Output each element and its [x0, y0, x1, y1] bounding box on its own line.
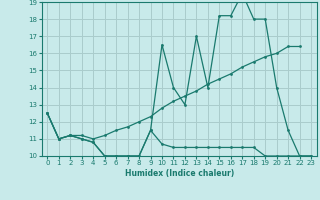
X-axis label: Humidex (Indice chaleur): Humidex (Indice chaleur): [124, 169, 234, 178]
